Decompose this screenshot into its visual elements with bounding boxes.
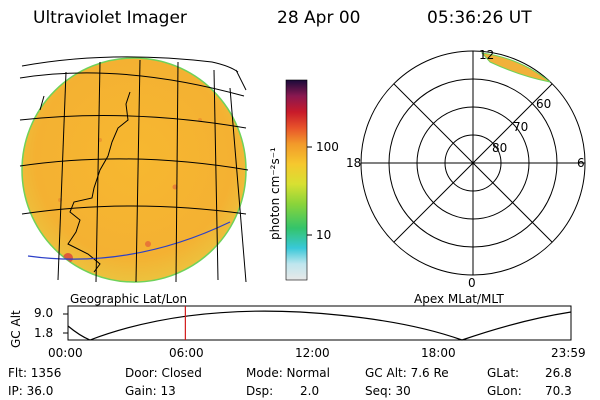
coastline xyxy=(67,91,131,273)
colorbar-tick-10: 10 xyxy=(316,228,332,242)
status-gain: Gain: 13 xyxy=(125,384,176,398)
status-glat-label: GLat: xyxy=(487,366,520,380)
time-label: 05:36:26 UT xyxy=(427,8,532,28)
orbit-xtick-3: 18:00 xyxy=(421,346,456,360)
geographic-image xyxy=(19,56,249,283)
status-dsp-label: Dsp: xyxy=(246,384,274,398)
polar-plot xyxy=(360,50,586,276)
mlt-18-label: 18 xyxy=(346,156,362,170)
mlat-80-label: 80 xyxy=(492,141,508,155)
status-door: Door: Closed xyxy=(125,366,202,380)
orbit-xtick-2: 12:00 xyxy=(295,346,330,360)
colorbar xyxy=(285,79,308,281)
status-glon-label: GLon: xyxy=(487,384,522,398)
orbit-ylabel: GC Alt xyxy=(9,310,23,348)
polar-caption: Apex MLat/MLT xyxy=(414,292,504,306)
colorbar-unit-label: photon cm⁻²s⁻¹ xyxy=(268,147,282,240)
mlt-6-label: 6 xyxy=(577,156,585,170)
orbit-xtick-1: 06:00 xyxy=(169,346,204,360)
status-ip: IP: 36.0 xyxy=(8,384,54,398)
status-glat-value: 26.8 xyxy=(545,366,572,380)
altitude-curve xyxy=(67,310,572,341)
terminator-line xyxy=(27,221,231,260)
date-label: 28 Apr 00 xyxy=(277,8,361,28)
geographic-caption: Geographic Lat/Lon xyxy=(70,292,188,306)
status-seq: Seq: 30 xyxy=(365,384,411,398)
orbit-xtick-4: 23:59 xyxy=(551,346,586,360)
status-flight: Flt: 1356 xyxy=(8,366,62,380)
orbit-plot xyxy=(63,305,572,341)
status-glon-value: 70.3 xyxy=(545,384,572,398)
meridian-grid xyxy=(39,59,247,283)
orbit-ytick-high: 9.0 xyxy=(34,306,54,320)
mlat-70-label: 70 xyxy=(513,120,529,134)
instrument-title: Ultraviolet Imager xyxy=(33,8,187,28)
earth-disk xyxy=(21,57,247,283)
orbit-ytick-low: 1.8 xyxy=(34,326,54,340)
mlat-60-label: 60 xyxy=(536,97,552,111)
mlt-12-label: 12 xyxy=(479,48,495,62)
auroral-oval xyxy=(480,52,551,83)
status-gc-alt: GC Alt: 7.6 Re xyxy=(365,366,449,380)
colorbar-tick-100: 100 xyxy=(316,140,339,154)
status-mode: Mode: Normal xyxy=(246,366,330,380)
orbit-xtick-0: 00:00 xyxy=(48,346,83,360)
mlt-0-label: 0 xyxy=(468,276,476,290)
status-dsp-value: 2.0 xyxy=(300,384,320,398)
